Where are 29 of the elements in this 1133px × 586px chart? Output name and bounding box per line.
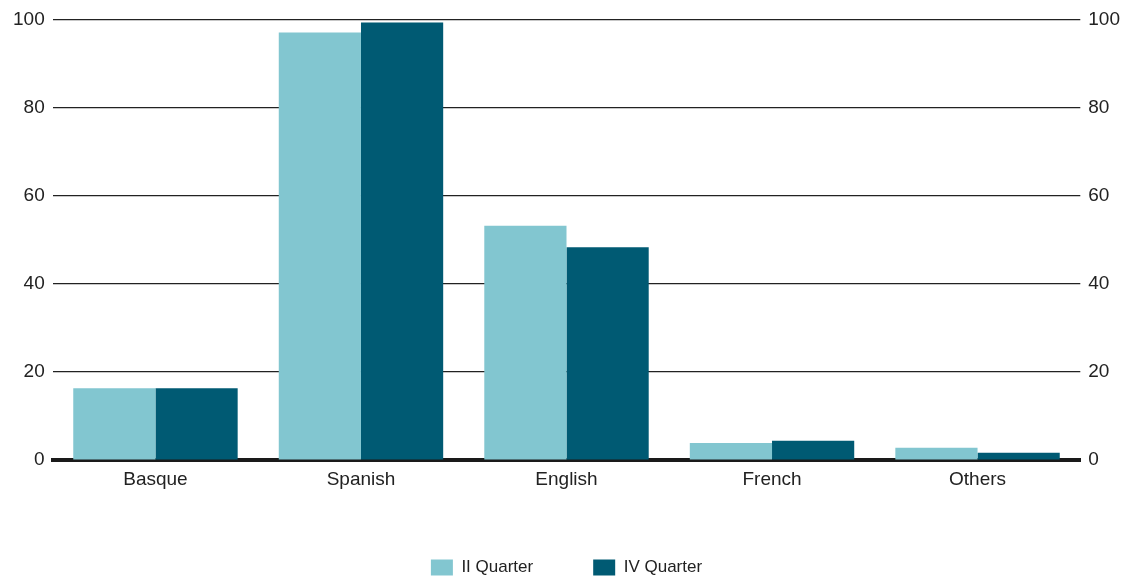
- y-tick-label: 100: [13, 7, 45, 29]
- y-tick-label: 0: [34, 448, 45, 470]
- y2-tick-label: 60: [1088, 183, 1110, 205]
- y-tick-label: 80: [23, 95, 45, 117]
- bar: [155, 388, 238, 460]
- y2-tick-label: 0: [1088, 448, 1099, 470]
- bar: [360, 22, 444, 460]
- x-tick-label: Spanish: [326, 467, 396, 489]
- bar: [772, 440, 855, 460]
- x-tick-label: Basque: [123, 467, 188, 489]
- y2-tick-label: 20: [1088, 360, 1110, 382]
- bar: [566, 247, 649, 460]
- x-tick-label: English: [535, 467, 598, 489]
- x-tick-label: French: [742, 467, 802, 489]
- y-tick-label: 40: [23, 272, 45, 294]
- legend-label: IV Quarter: [623, 557, 703, 577]
- y2-tick-label: 80: [1088, 95, 1110, 117]
- x-tick-label: Others: [949, 467, 1007, 489]
- y2-tick-label: 100: [1088, 7, 1120, 29]
- y-tick-label: 60: [23, 183, 45, 205]
- bar: [73, 388, 156, 460]
- y-tick-label: 20: [23, 360, 45, 382]
- bar: [977, 452, 1060, 460]
- bar: [895, 447, 978, 460]
- bar: [484, 225, 567, 460]
- bar: [278, 32, 361, 460]
- y2-tick-label: 40: [1088, 272, 1110, 294]
- legend-label: II Quarter: [461, 557, 534, 577]
- bar: [689, 443, 773, 460]
